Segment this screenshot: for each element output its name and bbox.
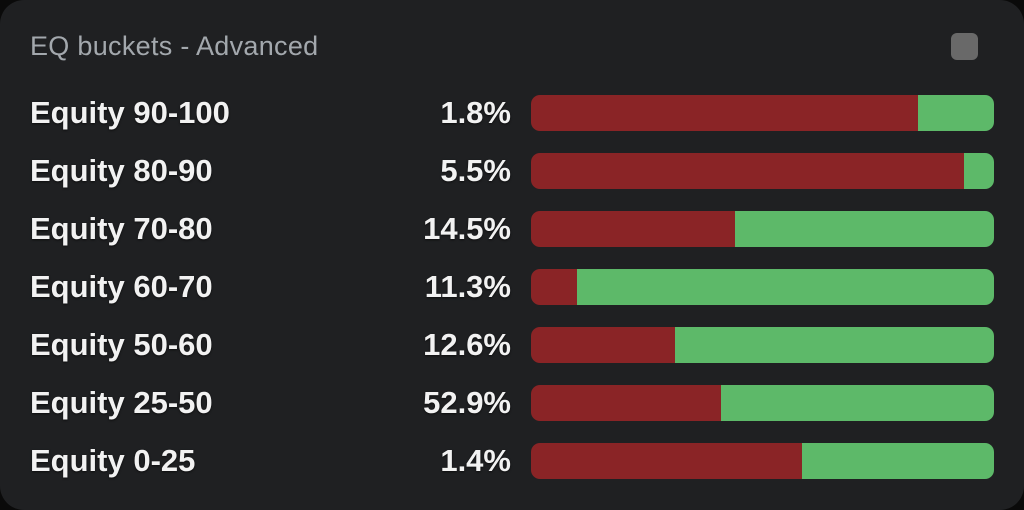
bucket-frequency: 1.8% bbox=[440, 95, 511, 130]
bucket-frequency: 5.5% bbox=[440, 153, 511, 188]
equity-bar bbox=[531, 443, 994, 479]
bar-red-segment bbox=[531, 269, 578, 305]
bucket-frequency: 1.4% bbox=[440, 443, 511, 478]
equity-bar bbox=[531, 327, 994, 363]
bucket-row: Equity 70-80 14.5% bbox=[30, 200, 994, 258]
equity-bar bbox=[531, 385, 994, 421]
bar-green-segment bbox=[577, 269, 994, 305]
equity-bar bbox=[531, 95, 994, 131]
bucket-label: Equity 25-50 bbox=[30, 385, 213, 420]
bar-green-segment bbox=[720, 385, 994, 421]
square-icon[interactable] bbox=[951, 32, 978, 60]
bucket-frequency: 14.5% bbox=[423, 211, 511, 246]
bar-red-segment bbox=[531, 95, 919, 131]
bucket-frequency: 12.6% bbox=[423, 327, 511, 362]
bucket-label: Equity 0-25 bbox=[30, 443, 196, 478]
bar-green-segment bbox=[918, 95, 994, 131]
panel-title: EQ buckets - Advanced bbox=[30, 30, 319, 61]
bucket-rows: Equity 90-100 1.8% Equity 80-90 5.5% Equ… bbox=[30, 84, 994, 490]
bar-green-segment bbox=[734, 211, 994, 247]
panel-header: EQ buckets - Advanced bbox=[30, 0, 994, 62]
bar-green-segment bbox=[963, 153, 994, 189]
bucket-label: Equity 90-100 bbox=[30, 95, 230, 130]
bucket-label: Equity 70-80 bbox=[30, 211, 213, 246]
bucket-row: Equity 25-50 52.9% bbox=[30, 374, 994, 432]
bar-red-segment bbox=[531, 443, 802, 479]
bucket-frequency: 11.3% bbox=[424, 269, 511, 304]
bar-red-segment bbox=[531, 385, 721, 421]
bar-red-segment bbox=[531, 153, 964, 189]
bucket-label: Equity 60-70 bbox=[30, 269, 213, 304]
bucket-row: Equity 90-100 1.8% bbox=[30, 84, 994, 142]
bar-green-segment bbox=[674, 327, 994, 363]
bucket-frequency: 52.9% bbox=[423, 385, 511, 420]
equity-bar bbox=[531, 269, 994, 305]
equity-bar bbox=[531, 211, 994, 247]
bar-red-segment bbox=[531, 211, 735, 247]
bucket-label: Equity 80-90 bbox=[30, 153, 213, 188]
equity-bar bbox=[531, 153, 994, 189]
bucket-row: Equity 60-70 11.3% bbox=[30, 258, 994, 316]
bar-red-segment bbox=[531, 327, 675, 363]
bucket-row: Equity 50-60 12.6% bbox=[30, 316, 994, 374]
bucket-label: Equity 50-60 bbox=[30, 327, 213, 362]
bar-green-segment bbox=[801, 443, 994, 479]
bucket-row: Equity 0-25 1.4% bbox=[30, 432, 994, 490]
bucket-row: Equity 80-90 5.5% bbox=[30, 142, 994, 200]
